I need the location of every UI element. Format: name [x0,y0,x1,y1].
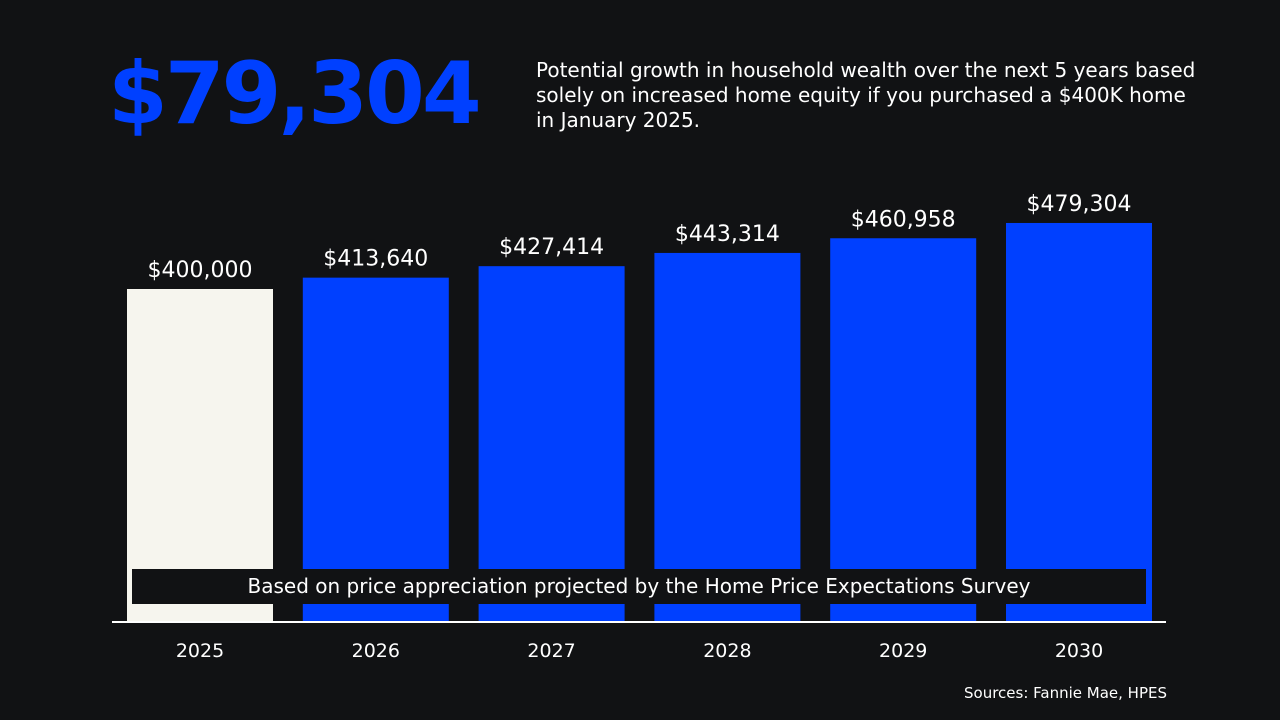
x-tick-label: 2026 [352,640,400,662]
x-tick-label: 2027 [527,640,575,662]
bar-2030 [1006,222,1152,622]
x-tick-label: 2030 [1055,640,1103,662]
headline-value: $79,304 [108,44,482,144]
data-label-2025: $400,000 [148,258,253,283]
data-label-2029: $460,958 [851,207,956,232]
x-tick-label: 2025 [176,640,224,662]
data-label-2030: $479,304 [1027,192,1132,217]
data-label-2027: $427,414 [499,235,604,260]
bar-2028 [654,252,801,622]
data-label-2026: $413,640 [323,247,428,272]
data-label-2028: $443,314 [675,222,780,247]
bar-2027 [478,266,625,622]
bar-2029 [830,238,977,622]
chart-note: Based on price appreciation projected by… [132,569,1146,604]
x-axis-baseline [112,621,1166,623]
bar-2026 [302,277,449,622]
source-text: Sources: Fannie Mae, HPES [964,684,1167,702]
bar-2025 [127,289,273,622]
x-tick-label: 2028 [703,640,751,662]
description: Potential growth in household wealth ove… [536,58,1196,132]
x-tick-label: 2029 [879,640,927,662]
